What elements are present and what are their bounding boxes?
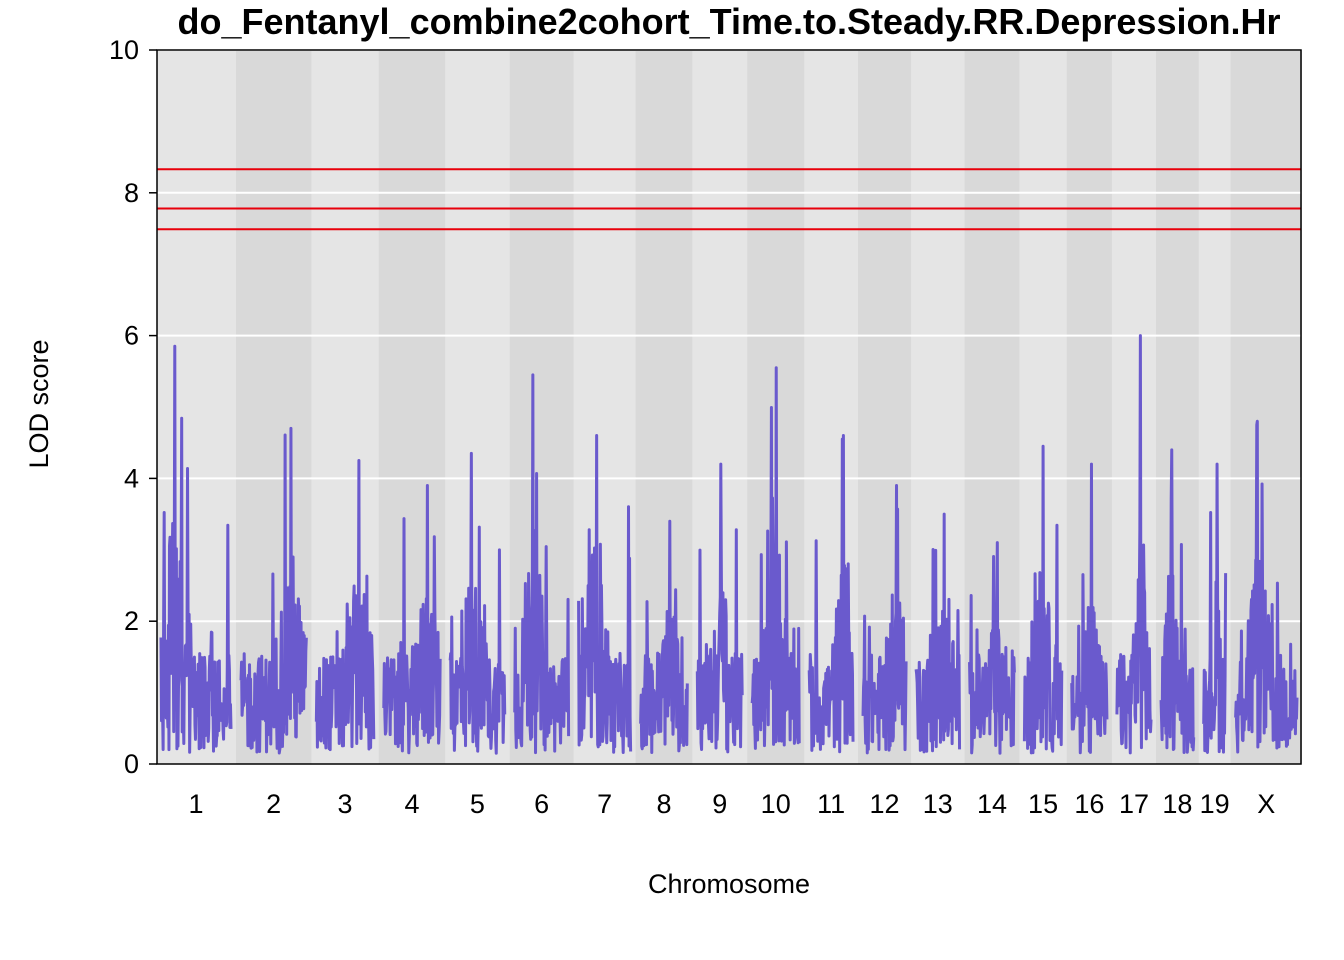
y-tick-label-0: 0 (124, 749, 139, 779)
x-tick-label-chr-18: 18 (1162, 789, 1192, 819)
chromosome-bands (157, 50, 1302, 764)
lod-series (159, 334, 1299, 755)
x-tick-label-chr-15: 15 (1028, 789, 1058, 819)
x-tick-label-chr-2: 2 (266, 789, 281, 819)
x-tick-label-chr-14: 14 (977, 789, 1007, 819)
x-tick-label-chr-X: X (1257, 789, 1275, 819)
lod-trace-chr-3 (314, 459, 376, 752)
lod-trace-chr-12 (861, 484, 908, 755)
plot-frame (156, 49, 1302, 765)
lod-trace-chr-9 (695, 462, 744, 754)
lod-trace-chr-7 (577, 434, 633, 754)
x-tick-label-chr-6: 6 (534, 789, 549, 819)
x-tick-label-chr-19: 19 (1200, 789, 1230, 819)
lod-trace-chr-14 (968, 541, 1016, 755)
y-tick-label-6: 6 (124, 321, 139, 351)
y-tick-label-8: 8 (124, 178, 139, 208)
lod-trace-chr-10 (750, 366, 801, 750)
x-tick-label-chr-4: 4 (404, 789, 419, 819)
lod-trace-chr-18 (1159, 448, 1196, 754)
lod-trace-chr-13 (914, 512, 962, 754)
lod-trace-chr-17 (1115, 334, 1153, 755)
x-tick-label-chr-13: 13 (923, 789, 953, 819)
x-tick-label-chr-8: 8 (656, 789, 671, 819)
x-tick-label-chr-11: 11 (817, 789, 845, 819)
lod-trace-chr-5 (448, 451, 507, 755)
x-tick-label-chr-7: 7 (597, 789, 612, 819)
x-tick-label-chr-9: 9 (712, 789, 727, 819)
lod-trace-chr-6 (513, 373, 571, 755)
lod-trace-chr-X (1234, 419, 1299, 754)
y-axis-ticks: 0 2 4 6 8 10 (109, 35, 157, 779)
x-axis-ticks: 1 2 3 4 5 6 7 8 9 10 11 12 13 14 15 16 17 18 19 X (188, 789, 1275, 819)
y-tick-label-2: 2 (124, 606, 139, 636)
x-tick-label-chr-10: 10 (761, 789, 791, 819)
y-tick-label-4: 4 (124, 463, 139, 493)
threshold-lines (157, 168, 1301, 231)
lod-trace-chr-11 (807, 434, 855, 754)
x-tick-label-chr-12: 12 (870, 789, 900, 819)
lod-trace-chr-16 (1070, 462, 1109, 755)
y-axis-label: LOD score (24, 339, 54, 468)
chart-title: do_Fentanyl_combine2cohort_Time.to.Stead… (178, 1, 1281, 42)
lod-trace-chr-19 (1202, 462, 1228, 754)
x-tick-label-chr-5: 5 (470, 789, 485, 819)
x-tick-label-chr-3: 3 (338, 789, 353, 819)
lod-trace-chr-1 (159, 344, 233, 754)
x-axis-label: Chromosome (648, 869, 810, 899)
lod-trace-chr-2 (239, 426, 308, 755)
lod-trace-chr-4 (382, 484, 442, 755)
plot-background (157, 50, 1301, 764)
x-tick-label-chr-17: 17 (1119, 789, 1149, 819)
x-tick-label-chr-1: 1 (188, 789, 203, 819)
lod-trace-chr-15 (1022, 444, 1064, 755)
y-tick-label-10: 10 (109, 35, 139, 65)
x-tick-label-chr-16: 16 (1074, 789, 1104, 819)
lod-trace-chr-8 (639, 519, 689, 755)
